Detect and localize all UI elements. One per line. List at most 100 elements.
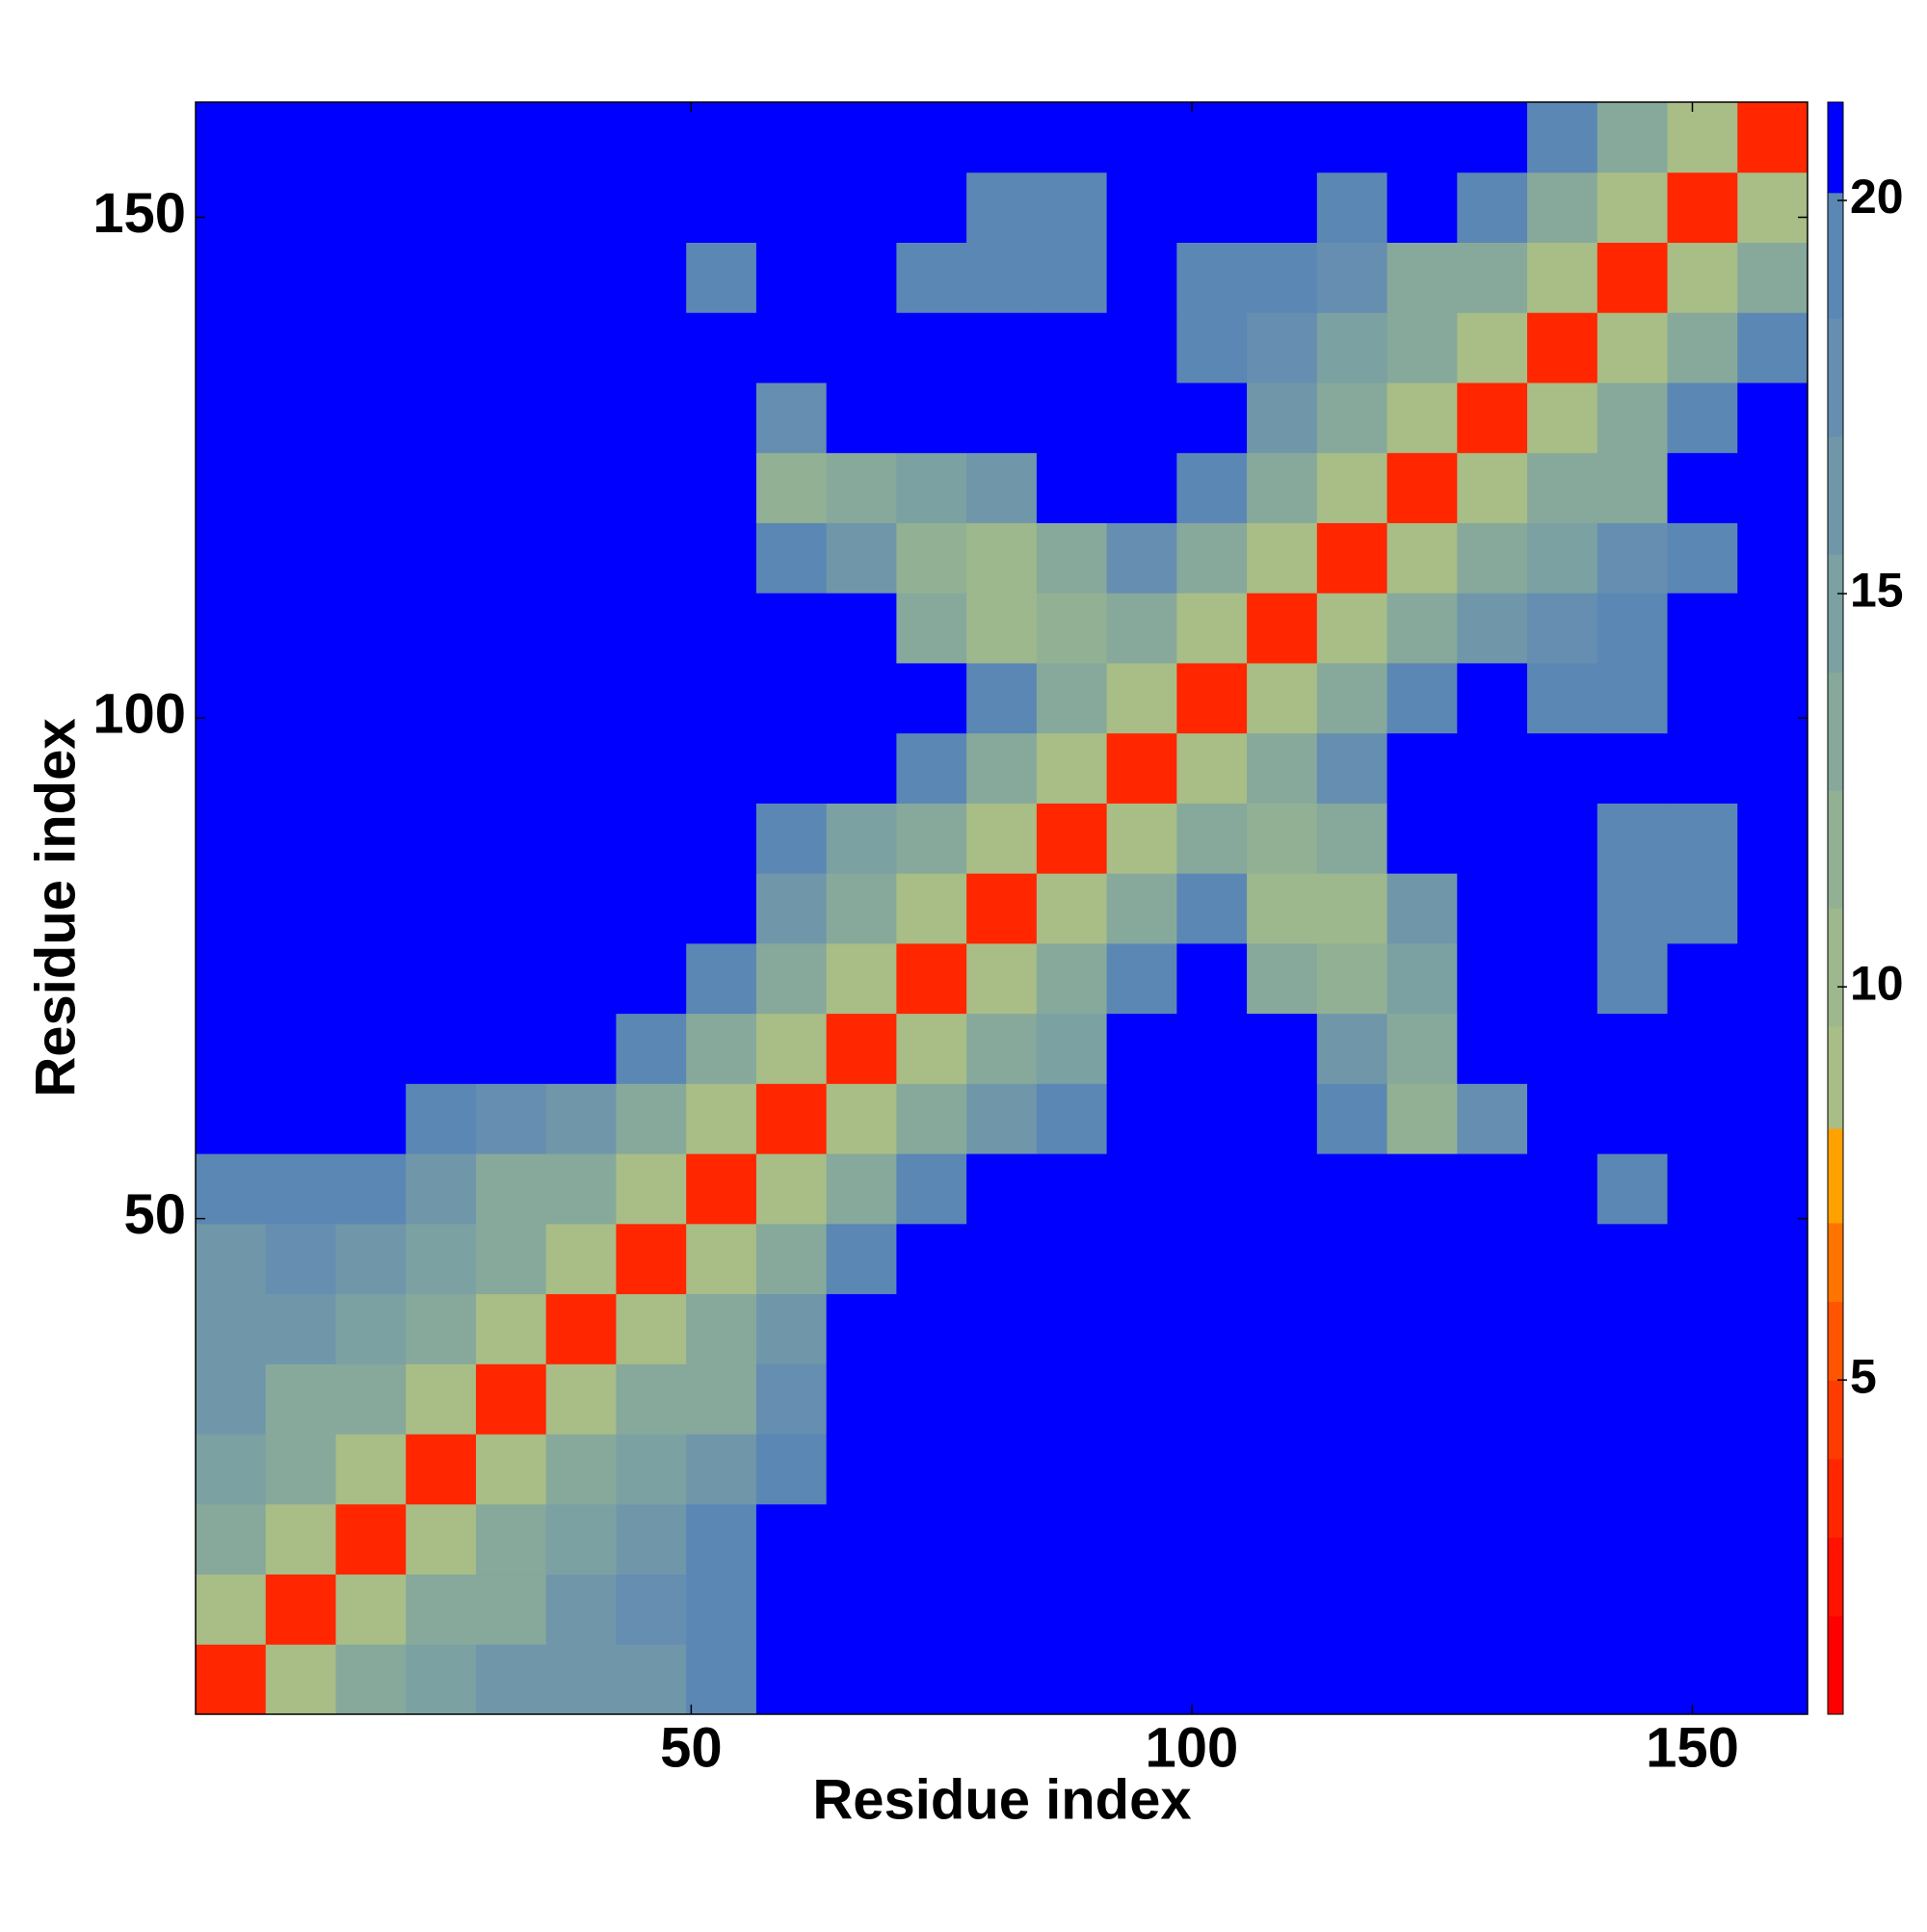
heatmap-cell: [475, 662, 547, 734]
heatmap-cell: [1316, 1013, 1388, 1084]
heatmap-cell: [1176, 312, 1248, 384]
heatmap-cell: [966, 382, 1038, 454]
heatmap-cell: [1386, 1363, 1458, 1435]
heatmap-cell: [475, 1503, 547, 1575]
heatmap-cell: [475, 1363, 547, 1435]
heatmap-cell: [896, 1293, 967, 1364]
heatmap-cell: [265, 382, 336, 454]
heatmap-cell: [1737, 522, 1808, 594]
heatmap-cell: [755, 803, 828, 874]
heatmap-cell: [196, 593, 267, 664]
heatmap-cell: [1527, 1083, 1598, 1154]
heatmap-cell: [1386, 1644, 1458, 1715]
heatmap-cell: [896, 803, 967, 874]
heatmap-cell: [1176, 732, 1248, 804]
heatmap-cell: [1176, 1434, 1248, 1505]
heatmap-cell: [966, 452, 1038, 523]
heatmap-cell: [1247, 312, 1318, 384]
heatmap-cell: [896, 732, 967, 804]
heatmap-cell: [1457, 172, 1528, 243]
heatmap-cell: [1316, 382, 1388, 454]
heatmap-cell: [1457, 662, 1528, 734]
heatmap-cell: [1036, 1574, 1108, 1645]
heatmap-cell: [1527, 1644, 1598, 1715]
heatmap-cell: [966, 593, 1038, 664]
heatmap-cell: [1667, 242, 1738, 313]
heatmap-cell: [1457, 1644, 1528, 1715]
heatmap-cell: [1737, 452, 1808, 523]
heatmap-cell: [1667, 452, 1738, 523]
heatmap-cell: [755, 1293, 828, 1364]
colorbar-segment: [1828, 1537, 1843, 1617]
heatmap-cell: [1667, 942, 1738, 1015]
heatmap-cell: [826, 1363, 897, 1435]
heatmap-cell: [1386, 452, 1458, 523]
heatmap-cell: [1247, 1503, 1318, 1575]
heatmap-cell: [1316, 522, 1388, 594]
heatmap-cell: [335, 382, 407, 454]
heatmap-cell: [406, 732, 477, 804]
heatmap-cell: [1527, 1503, 1598, 1575]
heatmap-cell: [1176, 803, 1248, 874]
heatmap-cell: [1457, 242, 1528, 313]
heatmap-cell: [1036, 593, 1108, 664]
heatmap-cell: [1176, 102, 1248, 173]
heatmap-cell: [1737, 1363, 1808, 1435]
heatmap-cell: [686, 662, 757, 734]
heatmap-cell: [1316, 873, 1388, 944]
heatmap-cell: [1176, 242, 1248, 313]
heatmap-cell: [545, 1644, 617, 1715]
heatmap-cell: [896, 1434, 967, 1505]
heatmap-cell: [196, 452, 267, 523]
heatmap-cell: [196, 1153, 267, 1225]
heatmap-cell: [1597, 1223, 1669, 1295]
heatmap-cell: [686, 1503, 757, 1575]
heatmap-cell: [545, 382, 617, 454]
heatmap-cell: [1457, 312, 1528, 384]
heatmap-cell: [1386, 1434, 1458, 1505]
heatmap-cell: [755, 452, 828, 523]
heatmap-cell: [616, 1083, 687, 1154]
heatmap-cell: [1667, 1013, 1738, 1084]
heatmap-cell: [1386, 1013, 1458, 1084]
heatmap-cell: [265, 172, 336, 243]
heatmap-cell: [1316, 732, 1388, 804]
heatmap-cell: [265, 1363, 336, 1435]
heatmap-cell: [896, 662, 967, 734]
heatmap-cell: [1737, 102, 1808, 173]
heatmap-cell: [1176, 662, 1248, 734]
heatmap-cell: [826, 1503, 897, 1575]
heatmap-cell: [1106, 1574, 1177, 1645]
heatmap-cell: [1597, 593, 1669, 664]
heatmap-cell: [1667, 1223, 1738, 1295]
heatmap-cell: [616, 1434, 687, 1505]
heatmap-cell: [335, 1013, 407, 1084]
colorbar-segment: [1828, 1128, 1843, 1224]
colorbar-segment: [1828, 318, 1843, 437]
heatmap-cell: [1247, 1293, 1318, 1364]
heatmap-cell: [196, 1223, 267, 1295]
heatmap-cell: [1036, 172, 1108, 243]
heatmap-cell: [966, 1644, 1038, 1715]
heatmap-cell: [1036, 1223, 1108, 1295]
heatmap-cell: [475, 522, 547, 594]
heatmap-cell: [1036, 803, 1108, 874]
heatmap-cell: [1457, 942, 1528, 1015]
heatmap-cell: [1036, 662, 1108, 734]
heatmap-cell: [616, 452, 687, 523]
heatmap-cell: [1527, 312, 1598, 384]
heatmap-cell: [335, 522, 407, 594]
heatmap-cell: [966, 1293, 1038, 1364]
heatmap-cell: [406, 1574, 477, 1645]
heatmap-cell: [335, 242, 407, 313]
heatmap-cell: [966, 1434, 1038, 1505]
heatmap-cell: [335, 1574, 407, 1645]
heatmap-cell: [1667, 1644, 1738, 1715]
heatmap-cell: [1176, 522, 1248, 594]
heatmap-cell: [475, 172, 547, 243]
y-tick-label: 150: [92, 182, 186, 245]
heatmap-cell: [1106, 382, 1177, 454]
heatmap-cell: [616, 593, 687, 664]
heatmap-cell: [545, 662, 617, 734]
